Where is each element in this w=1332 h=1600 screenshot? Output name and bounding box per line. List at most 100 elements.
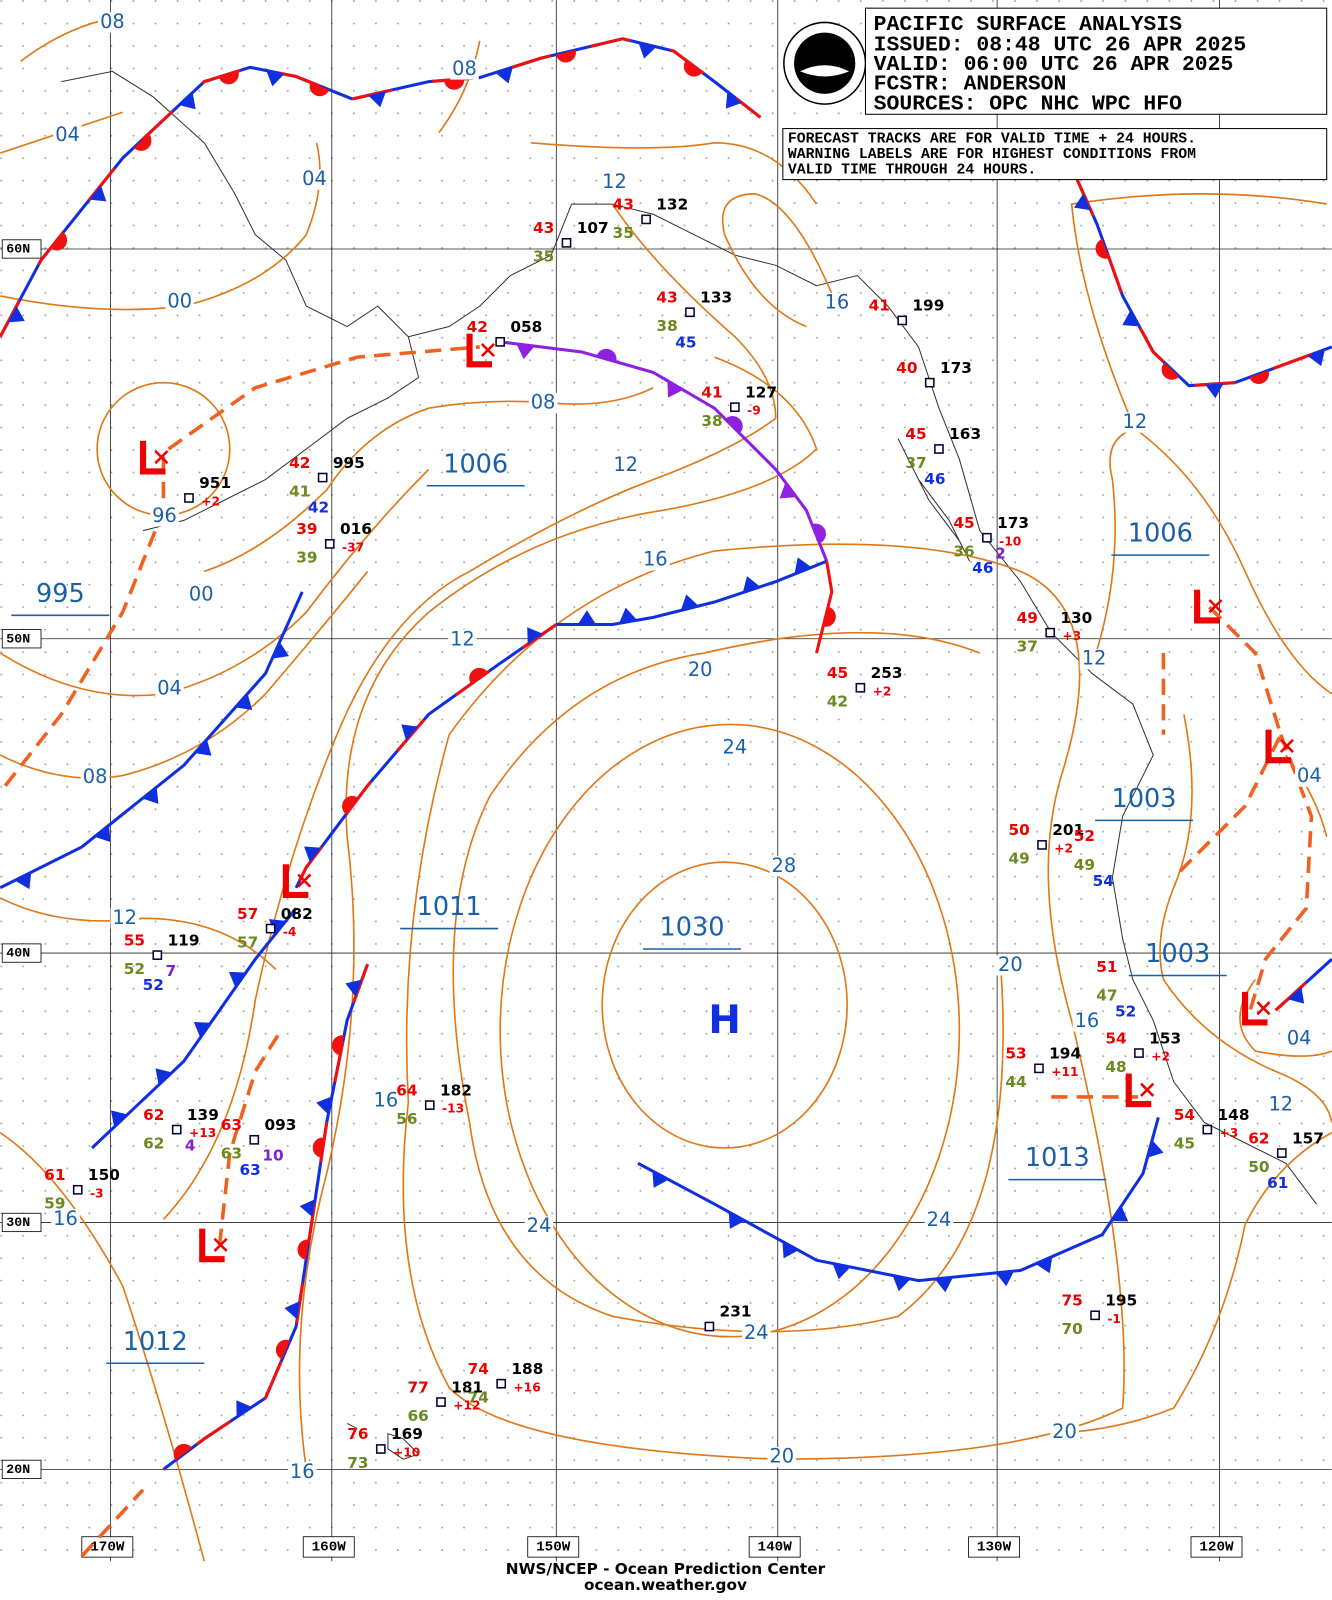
warm-front-bump [1161, 362, 1180, 380]
isobar-label-bg [300, 169, 329, 190]
isobar-label-bg [53, 125, 82, 146]
logo-core [794, 32, 856, 94]
cold-front-barb [316, 1096, 332, 1115]
station-dewpoint: 49 [1074, 856, 1095, 874]
station-temperature: 45 [953, 514, 974, 532]
station-dewpoint: 36 [953, 543, 974, 561]
isobar [721, 193, 838, 328]
trough [1248, 734, 1314, 1011]
isobar-label-bg [155, 678, 184, 699]
cold-front-barb [299, 1199, 316, 1218]
central-pressure: 1011 [417, 892, 482, 922]
warm-front-bump [683, 60, 703, 77]
station-dewpoint: 70 [1062, 1320, 1083, 1338]
cold-front-barb [345, 979, 362, 997]
low-cross [154, 450, 169, 465]
latitude-label: 20N [6, 1462, 30, 1477]
cold-front-barb [652, 1170, 669, 1188]
isobar-label-bg [524, 1216, 554, 1237]
low-symbol [199, 1228, 225, 1263]
cold-front-barb [680, 594, 699, 611]
station-temperature: 49 [1017, 609, 1038, 627]
station-visibility: 61 [1267, 1174, 1288, 1192]
island [897, 438, 971, 562]
isobar-label: 28 [772, 854, 797, 877]
cold-front-barb [155, 1068, 172, 1086]
station-pressure: 153 [1149, 1029, 1181, 1047]
isobar-label-bg [1284, 1028, 1314, 1049]
isobar-label-bg [611, 455, 640, 476]
isobar [298, 356, 818, 1470]
station-dewpoint: 45 [1174, 1134, 1195, 1152]
station-dewpoint: 73 [347, 1454, 368, 1472]
cold-front-barb [236, 1400, 252, 1418]
stationary-front [351, 37, 762, 119]
note-box [782, 128, 1328, 181]
cold-front-barb [110, 1110, 128, 1128]
station-temperature: 43 [533, 219, 554, 237]
low-symbol [139, 440, 166, 475]
low-cross [1256, 1001, 1271, 1016]
isobar-label: 16 [53, 1207, 78, 1230]
cold-front-barb [193, 1022, 211, 1038]
fronts [0, 37, 1332, 1558]
station-visibility: 54 [1093, 872, 1114, 890]
station-temperature: 54 [1174, 1106, 1195, 1124]
isobar-label-bg [685, 660, 715, 681]
cold-front-barb [228, 971, 246, 988]
cold-front-barb [527, 627, 543, 645]
isobar-label-bg [641, 550, 670, 571]
station-box [424, 1100, 435, 1110]
isobar-label-bg [1266, 1094, 1296, 1116]
warm-front-bump [275, 1339, 291, 1360]
latitude-label-box [1, 1459, 42, 1479]
isobar-label-bg [1120, 412, 1150, 433]
note-line: VALID TIME THROUGH 24 HOURS. [788, 162, 1036, 178]
central-pressure: 1012 [123, 1327, 188, 1357]
station-box [561, 238, 572, 248]
station-dewpoint: 49 [1008, 850, 1029, 868]
station-pressure: 199 [912, 297, 944, 315]
station-temperature: 45 [905, 425, 926, 443]
station-box [855, 682, 866, 693]
station-temperature: 76 [347, 1425, 368, 1443]
station-box [934, 444, 944, 454]
trough [217, 1029, 283, 1246]
isobar-label: 20 [998, 953, 1023, 976]
latitude-label: 40N [6, 946, 30, 961]
station-temperature: 41 [701, 383, 722, 401]
station-tendency: +2 [201, 495, 220, 509]
cold-front-barb [304, 846, 321, 863]
station-box [1202, 1124, 1213, 1135]
station-pressure: 173 [940, 359, 972, 377]
cold-front-barb [892, 1275, 911, 1292]
station-visibility: 46 [972, 559, 993, 577]
longitude-label: 160W [312, 1540, 347, 1556]
warm-front-bump [444, 78, 465, 90]
station-dewpoint: 74 [468, 1388, 489, 1406]
station-dewpoint: 41 [289, 482, 310, 500]
cold-front [0, 591, 304, 890]
cold-front-barb [638, 42, 657, 59]
isobar [0, 468, 430, 697]
station-dewpoint: 35 [533, 248, 554, 266]
longitude-label: 120W [1199, 1540, 1234, 1556]
isobar-label: 12 [1082, 647, 1107, 670]
cold-front-barb [725, 91, 742, 109]
isobar-label: 20 [1052, 1420, 1077, 1443]
isobar-label-bg [287, 1462, 317, 1483]
station-pressure: 016 [340, 520, 372, 538]
stationary-front [0, 65, 353, 338]
cold-front-barb [179, 92, 196, 110]
isobar-label-bg [769, 856, 799, 877]
central-pressure: 1013 [1025, 1143, 1090, 1173]
warm-front-bump [342, 795, 359, 815]
longitude-label-box [1190, 1536, 1243, 1558]
low-symbol [1125, 1073, 1152, 1108]
station-weather: 4 [185, 1136, 196, 1154]
cold-front-barb [728, 1211, 745, 1229]
isobar-label-bg [924, 1210, 954, 1231]
warm-front-bump [1249, 370, 1270, 385]
station-box [72, 1184, 83, 1195]
